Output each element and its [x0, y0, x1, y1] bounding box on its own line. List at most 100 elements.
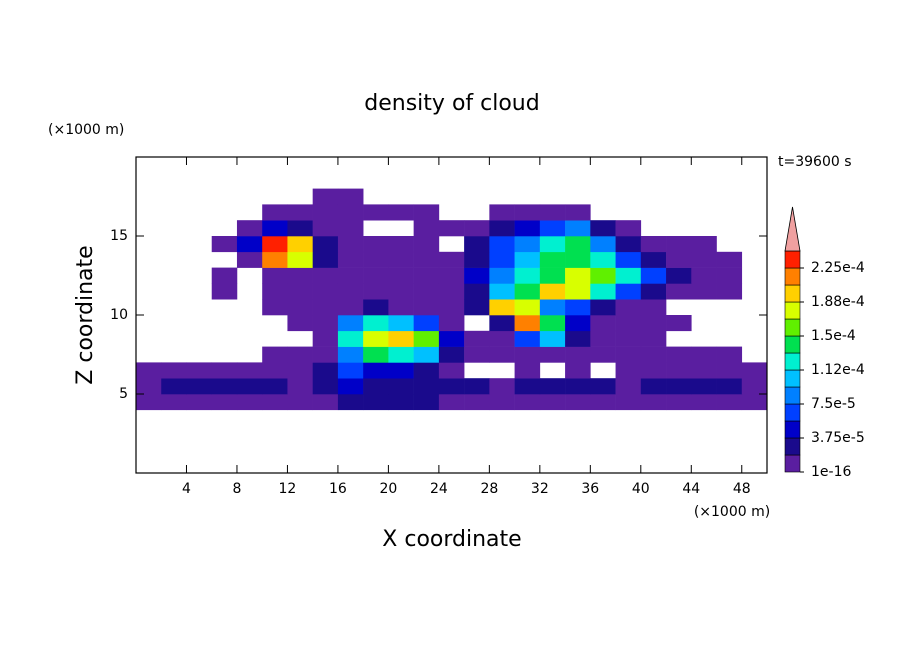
contour-cell [741, 362, 768, 379]
contour-cell [312, 188, 339, 205]
contour-cell [514, 378, 541, 395]
contour-cell [489, 204, 515, 221]
contour-cell [590, 299, 616, 316]
contour-cell [590, 394, 616, 411]
contour-cell [363, 236, 389, 253]
contour-cell [691, 394, 717, 411]
contour-cell [211, 394, 238, 411]
contour-cell [262, 299, 288, 316]
contour-cell [514, 394, 541, 411]
contour-cell [514, 346, 541, 363]
colorbar-tick-label: 1.12e-4 [811, 362, 865, 378]
contour-cell [287, 220, 313, 237]
contour-cell [615, 346, 642, 363]
contour-cell [640, 236, 667, 253]
contour-cell [262, 267, 288, 284]
contour-cell [438, 362, 465, 379]
contour-cell [565, 267, 591, 284]
contour-cell [464, 251, 490, 268]
contour-cell [337, 299, 364, 316]
contour-cell [464, 220, 490, 237]
x-tick-label: 48 [733, 481, 751, 497]
x-tick-label: 16 [329, 481, 347, 497]
contour-cell [666, 251, 692, 268]
contour-cell [615, 315, 642, 332]
contour-cell [539, 315, 566, 332]
contour-cell [363, 394, 389, 411]
x-tick-label: 36 [581, 481, 599, 497]
contour-cell [565, 346, 591, 363]
contour-cell [438, 220, 465, 237]
colorbar-bin [784, 386, 801, 405]
contour-cell [388, 330, 414, 347]
contour-cell [489, 378, 515, 395]
contour-cell [312, 283, 339, 300]
contour-cell [615, 267, 642, 284]
contour-cell [337, 283, 364, 300]
colorbar-bin [784, 420, 801, 439]
colorbar-tick-label: 1.88e-4 [811, 294, 865, 310]
contour-cell [640, 267, 667, 284]
contour-cell [565, 204, 591, 221]
contour-cell [287, 315, 313, 332]
contour-cell [615, 330, 642, 347]
contour-cell [363, 299, 389, 316]
contour-cell [388, 362, 414, 379]
contour-cell [363, 267, 389, 284]
contour-cell [287, 267, 313, 284]
contour-cell [489, 251, 515, 268]
contour-cell [236, 220, 263, 237]
annotation: t=39600 s [778, 154, 852, 170]
contour-cell [615, 394, 642, 411]
contour-cell [287, 283, 313, 300]
contour-cell [211, 283, 238, 300]
y-tick-label: 10 [110, 307, 128, 323]
contour-cell [691, 346, 717, 363]
contour-cell [615, 362, 642, 379]
contour-cell [337, 378, 364, 395]
contour-cell [161, 394, 187, 411]
colorbar-tick-label: 2.25e-4 [811, 260, 865, 276]
contour-cell [464, 330, 490, 347]
contour-cell [438, 299, 465, 316]
contour-cell [539, 346, 566, 363]
contour-cell [287, 378, 313, 395]
colorbar-bin [784, 454, 801, 473]
contour-cell [312, 394, 339, 411]
x-tick-label: 40 [632, 481, 650, 497]
colorbar-tick-label: 3.75e-5 [811, 430, 865, 446]
contour-cell [539, 236, 566, 253]
contour-cell [388, 204, 414, 221]
contour-cell [640, 251, 667, 268]
contour-cell [413, 251, 440, 268]
contour-cell [312, 346, 339, 363]
contour-cell [337, 236, 364, 253]
contour-cell [337, 188, 364, 205]
contour-cell [438, 267, 465, 284]
contour-cell [590, 267, 616, 284]
contour-cell [287, 299, 313, 316]
contour-cell [539, 283, 566, 300]
contour-cell [186, 378, 213, 395]
contour-cell [236, 378, 263, 395]
contour-cell [691, 378, 717, 395]
contour-cell [438, 283, 465, 300]
contour-cell [666, 378, 692, 395]
contour-cell [666, 346, 692, 363]
y-axis-label: Z coordinate [73, 245, 98, 384]
contour-cell [514, 315, 541, 332]
contour-cell [640, 299, 667, 316]
contour-cell [640, 378, 667, 395]
colorbar-bin [784, 437, 801, 456]
contour-cell [514, 204, 541, 221]
contour-cell [590, 251, 616, 268]
contour-cell [489, 299, 515, 316]
contour-cell [363, 204, 389, 221]
contour-cell [312, 267, 339, 284]
contour-cell [590, 346, 616, 363]
contour-cell [211, 378, 238, 395]
contour-cell [489, 315, 515, 332]
contour-cell [489, 394, 515, 411]
contour-cell [413, 204, 440, 221]
contour-cell [489, 346, 515, 363]
